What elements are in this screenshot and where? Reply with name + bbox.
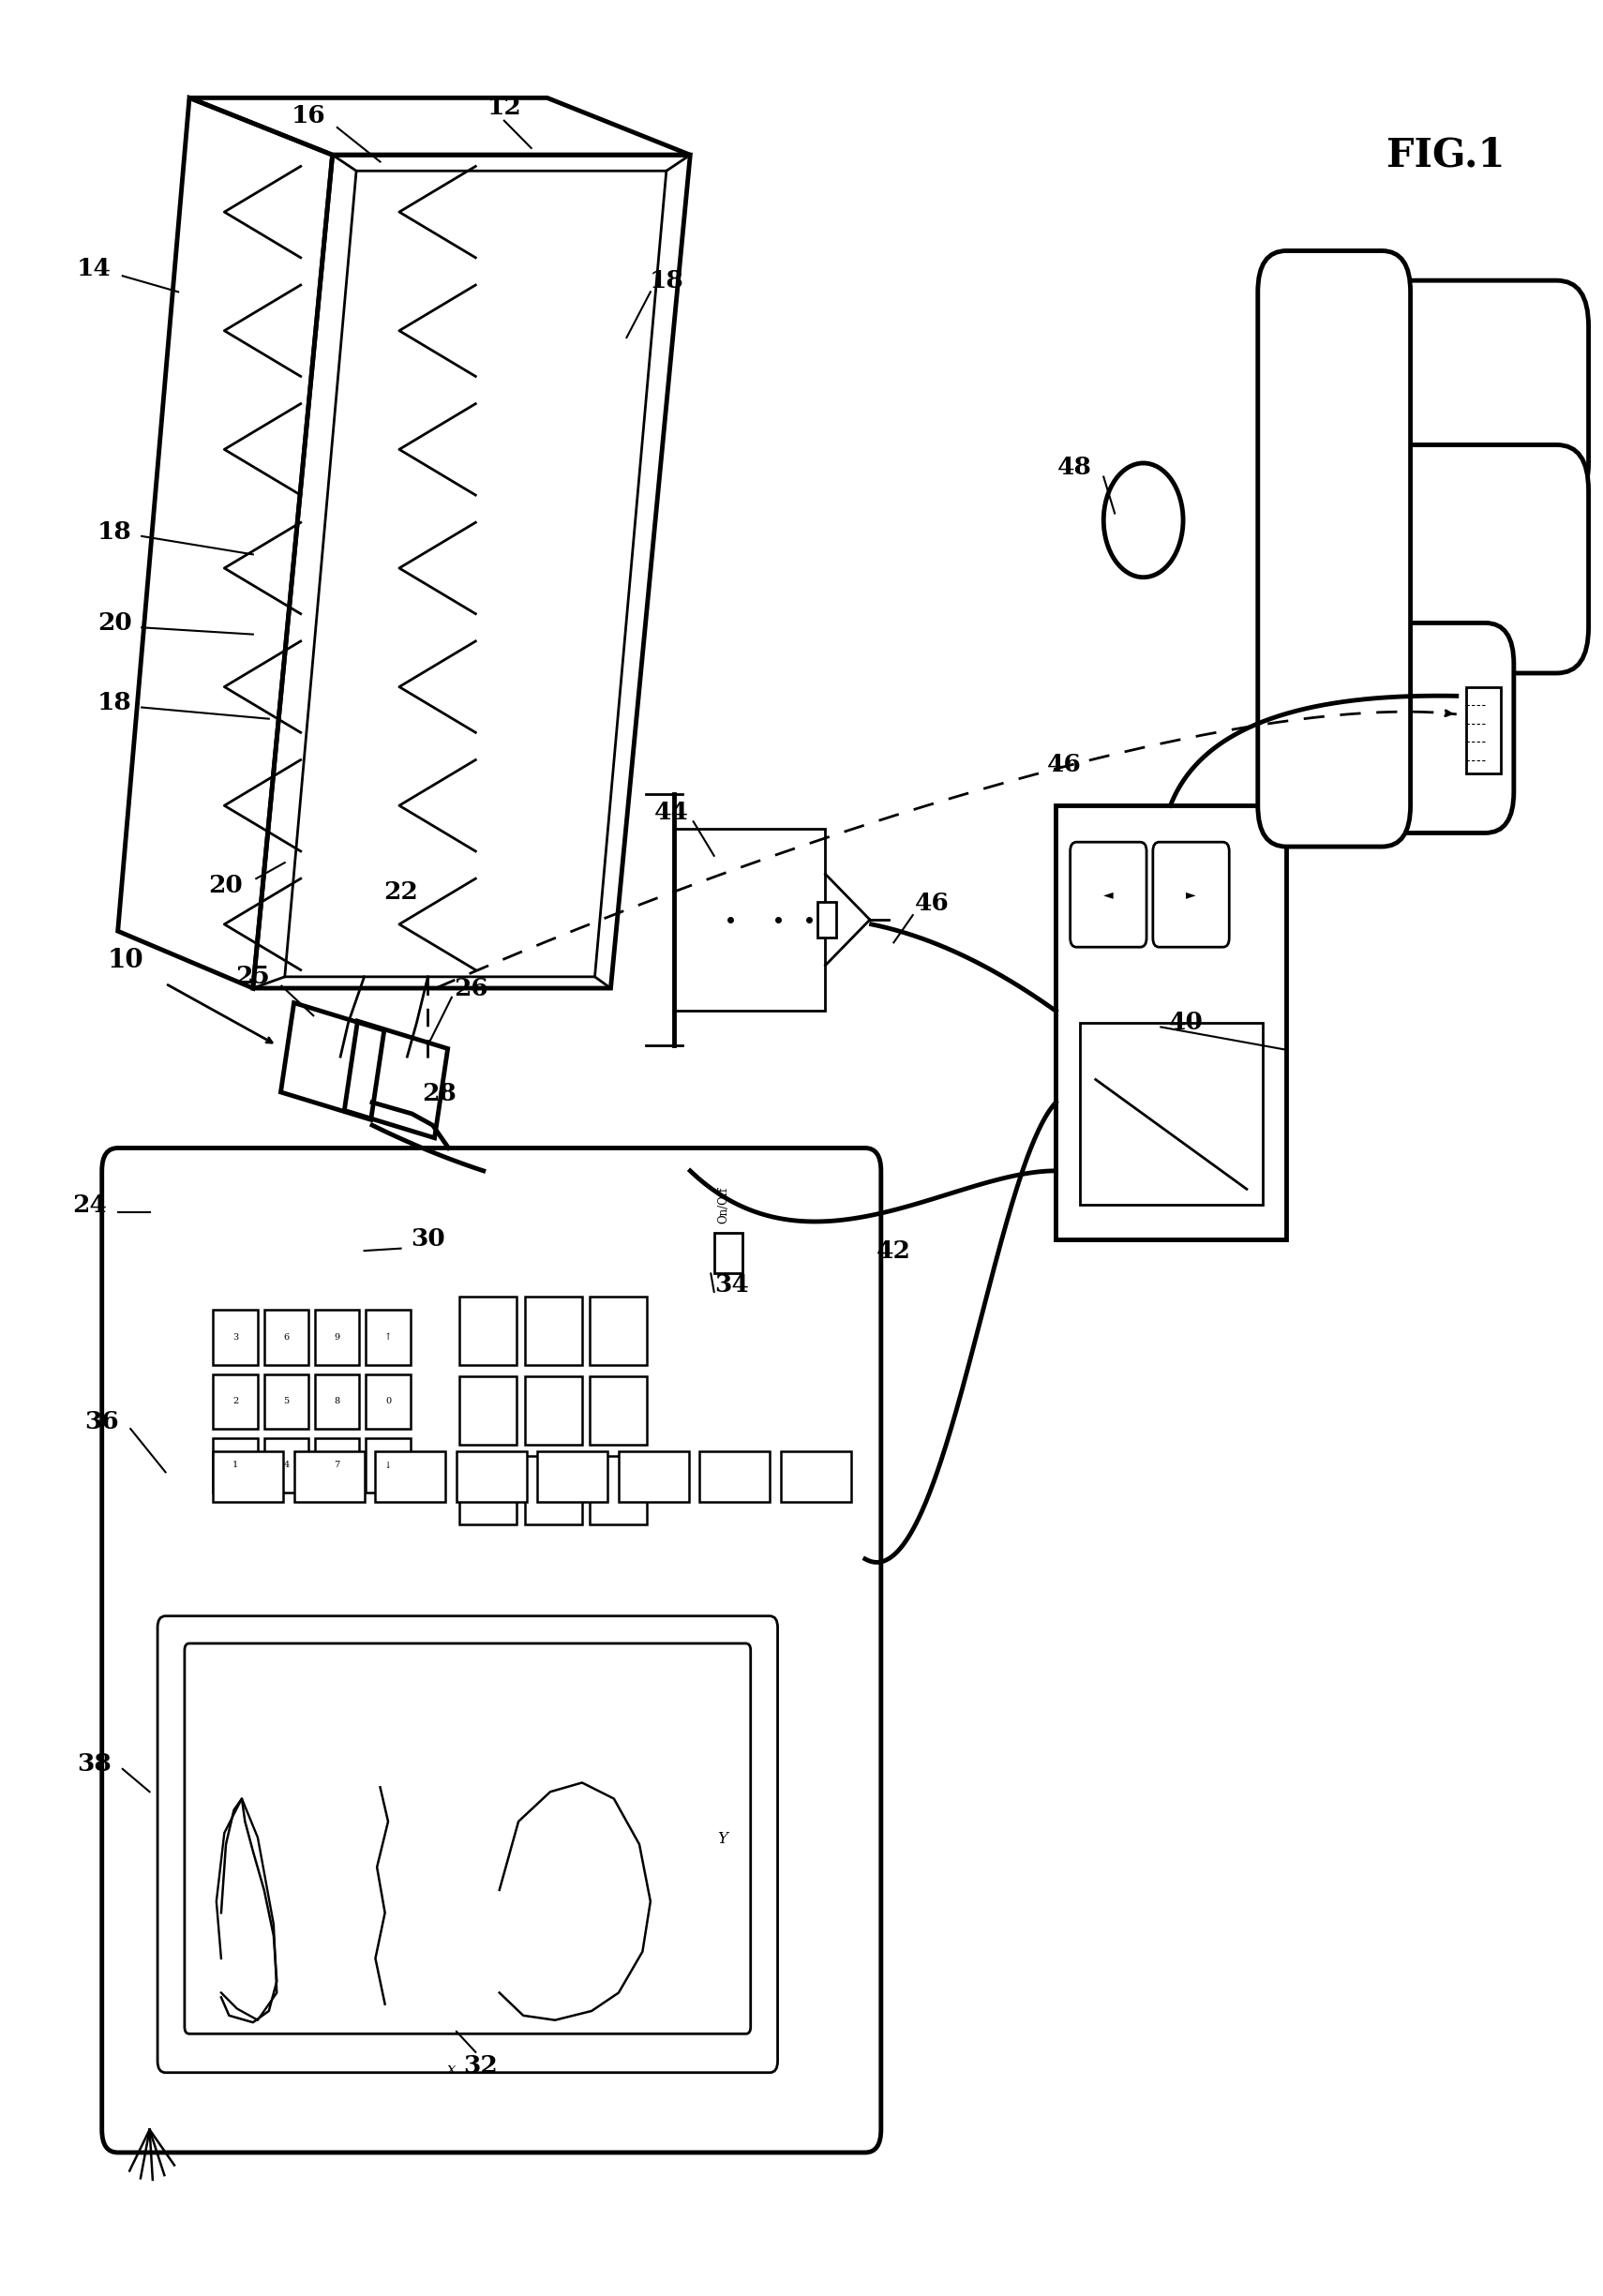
Text: 20: 20 bbox=[98, 611, 131, 634]
Text: 36: 36 bbox=[85, 1410, 119, 1433]
Bar bbox=[1080, 1022, 1263, 1205]
Text: x: x bbox=[447, 2062, 457, 2078]
Text: ↑: ↑ bbox=[385, 1334, 391, 1341]
Text: On/Off: On/Off bbox=[717, 1187, 729, 1224]
Text: 28: 28 bbox=[422, 1081, 457, 1104]
Bar bbox=[713, 1233, 742, 1274]
FancyBboxPatch shape bbox=[103, 1148, 882, 2154]
Bar bbox=[314, 1373, 359, 1428]
Text: 16: 16 bbox=[292, 103, 325, 129]
Text: 26: 26 bbox=[454, 976, 487, 1001]
Text: 12: 12 bbox=[487, 94, 521, 119]
Bar bbox=[460, 1375, 516, 1444]
Text: 34: 34 bbox=[715, 1274, 749, 1297]
Bar bbox=[365, 1437, 410, 1492]
Bar bbox=[1056, 806, 1287, 1240]
Bar bbox=[213, 1451, 284, 1502]
Bar bbox=[1467, 687, 1500, 774]
Text: 2: 2 bbox=[232, 1398, 239, 1405]
Text: 6: 6 bbox=[284, 1334, 289, 1341]
Text: 10: 10 bbox=[107, 948, 144, 974]
Text: 22: 22 bbox=[383, 882, 418, 905]
Text: ◄: ◄ bbox=[1103, 889, 1114, 900]
Text: 30: 30 bbox=[410, 1228, 446, 1251]
FancyBboxPatch shape bbox=[157, 1616, 777, 2073]
Text: 18: 18 bbox=[98, 691, 131, 714]
Text: 42: 42 bbox=[877, 1240, 911, 1263]
Bar bbox=[264, 1373, 309, 1428]
Bar bbox=[365, 1373, 410, 1428]
Text: 48: 48 bbox=[1058, 457, 1092, 480]
Text: 38: 38 bbox=[77, 1752, 111, 1777]
Bar bbox=[213, 1311, 258, 1364]
Bar bbox=[295, 1451, 364, 1502]
Bar bbox=[314, 1437, 359, 1492]
FancyBboxPatch shape bbox=[1071, 843, 1146, 946]
Text: 44: 44 bbox=[654, 801, 688, 824]
Text: 32: 32 bbox=[463, 2055, 497, 2078]
Bar bbox=[213, 1373, 258, 1428]
Bar bbox=[460, 1456, 516, 1525]
Bar bbox=[590, 1297, 648, 1364]
Text: 46: 46 bbox=[1047, 753, 1080, 776]
Bar bbox=[524, 1456, 582, 1525]
FancyBboxPatch shape bbox=[1321, 622, 1513, 833]
Bar bbox=[213, 1437, 258, 1492]
Text: FIG.1: FIG.1 bbox=[1387, 135, 1505, 174]
Bar bbox=[590, 1456, 648, 1525]
Bar bbox=[457, 1451, 526, 1502]
FancyBboxPatch shape bbox=[1258, 250, 1411, 847]
Text: 20: 20 bbox=[208, 875, 244, 898]
FancyBboxPatch shape bbox=[184, 1644, 750, 2034]
Text: 3: 3 bbox=[232, 1334, 239, 1341]
FancyBboxPatch shape bbox=[1318, 445, 1589, 673]
Text: 40: 40 bbox=[1169, 1010, 1204, 1033]
Bar bbox=[537, 1451, 608, 1502]
Bar bbox=[619, 1451, 689, 1502]
Text: 46: 46 bbox=[915, 893, 949, 916]
Text: 25: 25 bbox=[236, 964, 271, 990]
Text: Y: Y bbox=[717, 1830, 728, 1846]
Bar bbox=[264, 1437, 309, 1492]
Text: 7: 7 bbox=[335, 1460, 340, 1469]
Text: 5: 5 bbox=[284, 1398, 289, 1405]
Bar bbox=[365, 1311, 410, 1364]
Text: 18: 18 bbox=[649, 269, 683, 292]
Text: 9: 9 bbox=[335, 1334, 340, 1341]
FancyBboxPatch shape bbox=[1318, 280, 1589, 510]
Bar bbox=[781, 1451, 851, 1502]
Bar bbox=[590, 1375, 648, 1444]
Bar bbox=[818, 902, 837, 939]
Text: ↓: ↓ bbox=[385, 1460, 391, 1469]
Text: 8: 8 bbox=[335, 1398, 340, 1405]
Text: 18: 18 bbox=[98, 519, 131, 544]
FancyBboxPatch shape bbox=[1153, 843, 1230, 946]
Bar bbox=[375, 1451, 446, 1502]
Bar bbox=[264, 1311, 309, 1364]
Bar bbox=[524, 1375, 582, 1444]
Bar bbox=[701, 1451, 769, 1502]
Text: 1: 1 bbox=[232, 1460, 239, 1469]
Bar bbox=[675, 829, 826, 1010]
Text: 4: 4 bbox=[284, 1460, 289, 1469]
Text: ►: ► bbox=[1186, 889, 1196, 900]
Text: 24: 24 bbox=[72, 1194, 106, 1217]
Bar bbox=[524, 1297, 582, 1364]
Bar bbox=[460, 1297, 516, 1364]
Bar bbox=[314, 1311, 359, 1364]
Text: 14: 14 bbox=[77, 257, 111, 280]
Text: 0: 0 bbox=[385, 1398, 391, 1405]
